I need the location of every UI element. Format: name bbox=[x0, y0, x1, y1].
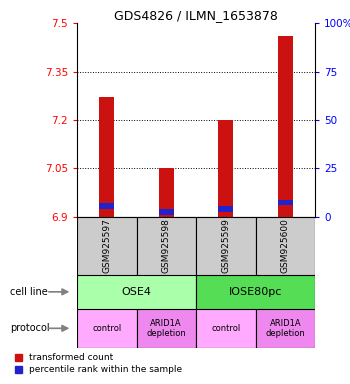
Title: GDS4826 / ILMN_1653878: GDS4826 / ILMN_1653878 bbox=[114, 9, 278, 22]
Bar bbox=[196, 217, 256, 275]
Legend: transformed count, percentile rank within the sample: transformed count, percentile rank withi… bbox=[15, 354, 183, 374]
Text: IOSE80pc: IOSE80pc bbox=[229, 287, 282, 297]
Text: OSE4: OSE4 bbox=[121, 287, 152, 297]
Text: ARID1A
depletion: ARID1A depletion bbox=[146, 319, 186, 338]
Bar bbox=[218, 120, 233, 217]
Text: GSM925600: GSM925600 bbox=[281, 218, 290, 273]
Text: cell line: cell line bbox=[10, 287, 48, 297]
Bar bbox=[159, 209, 174, 215]
Bar bbox=[136, 309, 196, 348]
Bar bbox=[99, 98, 114, 217]
Bar bbox=[218, 206, 233, 212]
Bar bbox=[278, 36, 293, 217]
Bar bbox=[77, 309, 136, 348]
Bar bbox=[136, 217, 196, 275]
Bar bbox=[196, 275, 315, 309]
Bar bbox=[196, 309, 256, 348]
Bar bbox=[256, 217, 315, 275]
Bar bbox=[99, 203, 114, 209]
Bar bbox=[256, 309, 315, 348]
Text: control: control bbox=[211, 324, 240, 333]
Text: GSM925599: GSM925599 bbox=[221, 218, 230, 273]
Text: control: control bbox=[92, 324, 121, 333]
Bar bbox=[159, 169, 174, 217]
Bar bbox=[77, 217, 136, 275]
Text: GSM925598: GSM925598 bbox=[162, 218, 171, 273]
Text: protocol: protocol bbox=[10, 323, 50, 333]
Bar bbox=[278, 200, 293, 205]
Text: GSM925597: GSM925597 bbox=[102, 218, 111, 273]
Bar bbox=[77, 275, 196, 309]
Text: ARID1A
depletion: ARID1A depletion bbox=[265, 319, 305, 338]
